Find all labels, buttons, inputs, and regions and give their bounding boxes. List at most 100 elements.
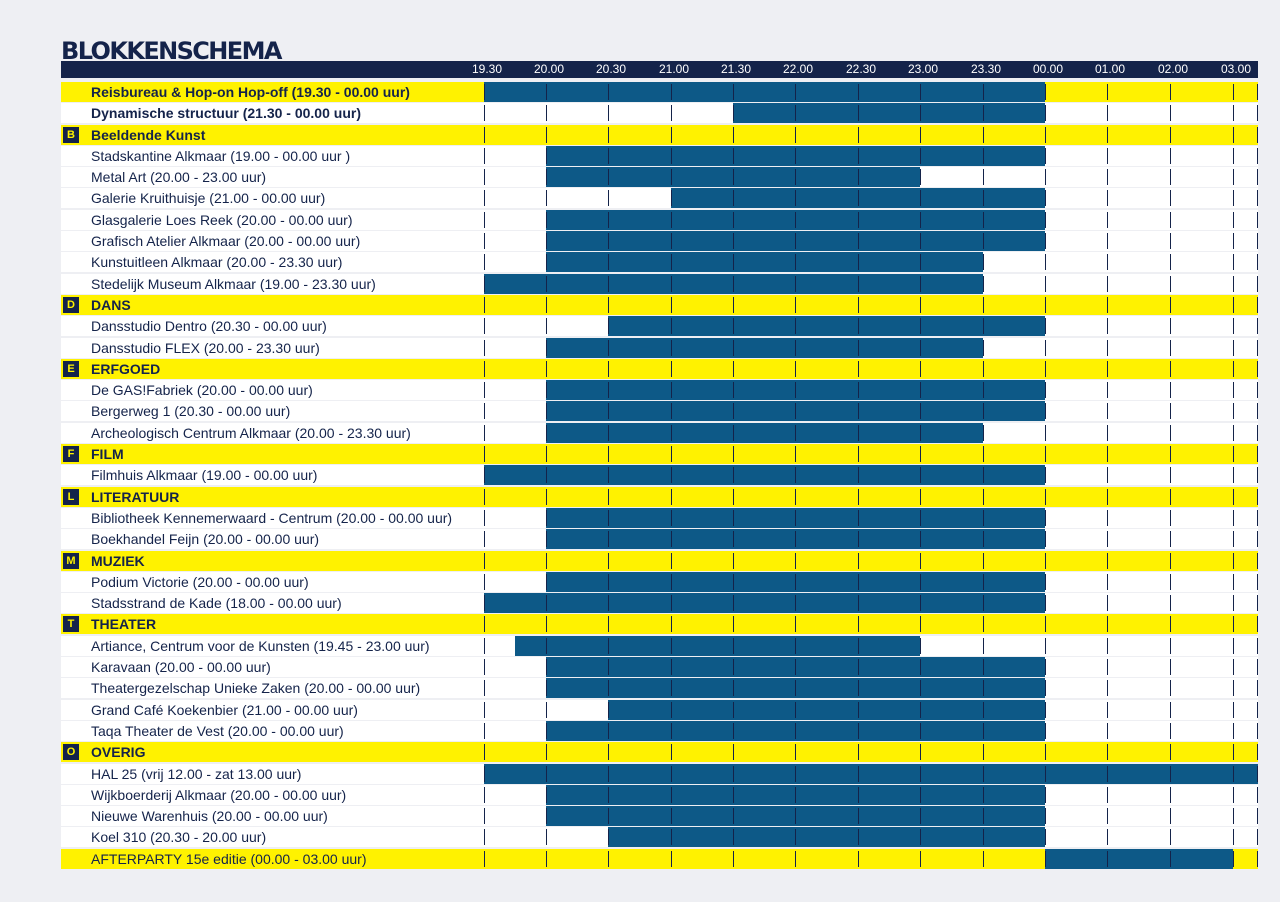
grid-line [795,808,796,825]
grid-line [671,659,672,676]
grid-line [795,190,796,207]
time-grid [484,337,1258,358]
grid-line [1257,531,1258,548]
grid-line [1107,446,1108,463]
grid-line [795,659,796,676]
grid-line [795,744,796,761]
grid-line [733,595,734,612]
schedule-row: Nieuwe Warenhuis (20.00 - 00.00 uur) [61,806,1258,827]
grid-line [1107,296,1108,313]
grid-line [1257,659,1258,676]
grid-line [546,339,547,356]
grid-line [920,424,921,441]
grid-line [1233,531,1234,548]
grid-line [1045,126,1046,143]
grid-line [671,829,672,846]
grid-line [1170,233,1171,250]
grid-line [546,275,547,292]
grid-line [920,701,921,718]
venue-label: Bibliotheek Kennemerwaard - Centrum (20.… [91,509,453,526]
grid-line [1170,680,1171,697]
category-letter-badge: M [63,552,79,569]
time-bar [546,422,983,443]
venue-label: Reisbureau & Hop-on Hop-off (19.30 - 00.… [91,84,410,100]
grid-line [671,84,672,100]
grid-line [671,701,672,718]
time-grid [484,252,1258,273]
grid-line [1045,637,1046,654]
grid-line [608,403,609,420]
grid-line [795,296,796,313]
grid-line [671,786,672,803]
category-letter-badge: O [63,744,79,761]
grid-line [671,126,672,143]
grid-line [484,296,485,313]
schedule-row: Bergerweg 1 (20.30 - 00.00 uur) [61,401,1258,422]
grid-line [1257,403,1258,420]
grid-line [484,147,485,164]
grid-line [795,616,796,633]
grid-line [484,318,485,335]
grid-line [1170,169,1171,186]
time-label: 21.30 [720,62,752,76]
grid-line [733,424,734,441]
grid-line [1170,296,1171,313]
grid-line [608,296,609,313]
grid-line [484,382,485,399]
grid-line [983,233,984,250]
time-grid [484,82,1258,102]
grid-line [1233,275,1234,292]
grid-line [858,169,859,186]
grid-line [983,573,984,590]
schedule-row: Metal Art (20.00 - 23.00 uur) [61,167,1258,188]
grid-line [733,275,734,292]
grid-line [484,659,485,676]
grid-line [671,509,672,526]
grid-line [546,233,547,250]
grid-line [983,808,984,825]
grid-line [1233,190,1234,207]
grid-line [858,659,859,676]
grid-line [733,850,734,867]
grid-line [733,190,734,207]
grid-line [1170,509,1171,526]
grid-line [1045,531,1046,548]
grid-line [920,488,921,505]
grid-line [671,233,672,250]
grid-line [608,147,609,164]
grid-line [1233,637,1234,654]
time-label: 01.00 [1094,62,1126,76]
venue-label: Wijkboerderij Alkmaar (20.00 - 00.00 uur… [91,786,347,803]
venue-label: Stadskantine Alkmaar (19.00 - 00.00 uur … [91,147,351,164]
grid-line [546,509,547,526]
category-row: L LITERATUUR [61,486,1258,507]
grid-line [1170,275,1171,292]
category-label: ERFGOED [91,360,161,377]
grid-line [1170,722,1171,739]
category-label: FILM [91,446,124,463]
grid-line [671,296,672,313]
grid-line [858,680,859,697]
grid-line [608,190,609,207]
grid-line [983,531,984,548]
grid-line [484,211,485,228]
grid-line [733,531,734,548]
venue-label: Kunstuitleen Alkmaar (20.00 - 23.30 uur) [91,254,343,271]
grid-line [1257,829,1258,846]
grid-line [1233,850,1234,867]
grid-line [920,637,921,654]
venue-label: Bergerweg 1 (20.30 - 00.00 uur) [91,403,291,420]
grid-line [1257,509,1258,526]
grid-line [1233,595,1234,612]
grid-line [858,765,859,782]
grid-line [795,765,796,782]
time-grid [484,699,1258,720]
grid-line [1233,233,1234,250]
grid-line [983,467,984,484]
grid-line [795,488,796,505]
grid-line [983,190,984,207]
grid-line [1170,84,1171,100]
venue-label: Filmhuis Alkmaar (19.00 - 00.00 uur) [91,467,318,484]
grid-line [1170,531,1171,548]
grid-line [733,84,734,100]
